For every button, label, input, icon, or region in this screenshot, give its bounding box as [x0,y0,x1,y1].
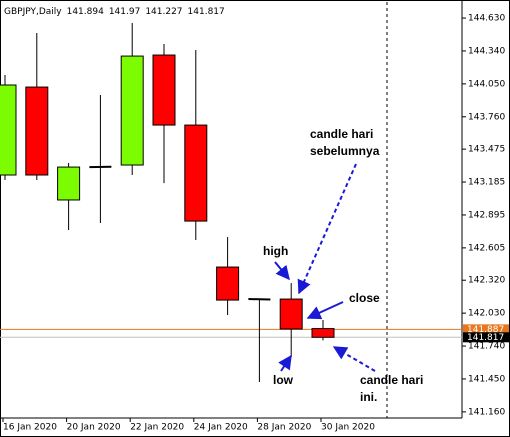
price-label-bg [463,332,509,343]
candle-body [279,298,303,330]
annotation: sebelumnya [310,144,380,158]
y-tick-label: 143.185 [468,178,505,188]
candle-body [216,266,240,301]
price-label-bg [463,324,509,335]
y-tick-label: 144.050 [468,79,505,89]
candle-body [311,328,335,338]
price-label: 141.887 [467,325,504,335]
candle-body [152,54,176,126]
y-tick-label: 144.340 [468,46,505,56]
y-tick-label: 142.605 [468,243,505,253]
x-tick-label: 22 Jan 2020 [130,423,184,433]
header-value: 141.817 [188,7,225,17]
y-tick-label: 143.760 [468,112,505,122]
annotation: ini. [360,390,377,404]
x-tick-label: 28 Jan 2020 [257,423,311,433]
y-tick-label: 144.630 [468,14,505,24]
header-value: 141.227 [145,7,182,17]
annotation: close [349,291,380,305]
annotation-arrow [306,301,344,320]
y-tick-label: 141.450 [468,374,505,384]
x-tick-label: 20 Jan 2020 [67,423,121,433]
annotation: low [273,373,294,387]
candle-body [184,124,208,222]
y-tick-label: 142.320 [468,276,505,286]
x-tick-label: 16 Jan 2020 [3,423,57,433]
annotation: high [263,244,288,258]
candle-body [57,166,81,201]
y-tick-label: 141.740 [468,342,505,352]
chart-header: GBPJPY,Daily 141.894 141.97 141.227 141.817 [4,7,225,17]
symbol: GBPJPY,Daily [4,7,62,17]
annotation: candle hari [310,127,373,141]
x-tick-label: 30 Jan 2020 [321,423,375,433]
y-tick-label: 141.160 [468,407,505,417]
y-tick-label: 142.030 [468,309,505,319]
header-value: 141.894 [67,7,104,17]
annotation-arrow [278,354,292,372]
candle-body [0,84,17,176]
y-tick-label: 142.895 [468,210,505,220]
price-label: 141.817 [467,333,504,343]
header-value: 141.97 [109,7,141,17]
y-tick-label: 143.475 [468,145,505,155]
annotation-arrow [332,346,376,372]
annotation-arrow [297,163,357,295]
annotation-arrow [274,261,290,281]
x-tick-label: 24 Jan 2020 [194,423,248,433]
annotation: candle hari [360,373,423,387]
candle-body [25,86,49,176]
candle-body [120,55,144,166]
